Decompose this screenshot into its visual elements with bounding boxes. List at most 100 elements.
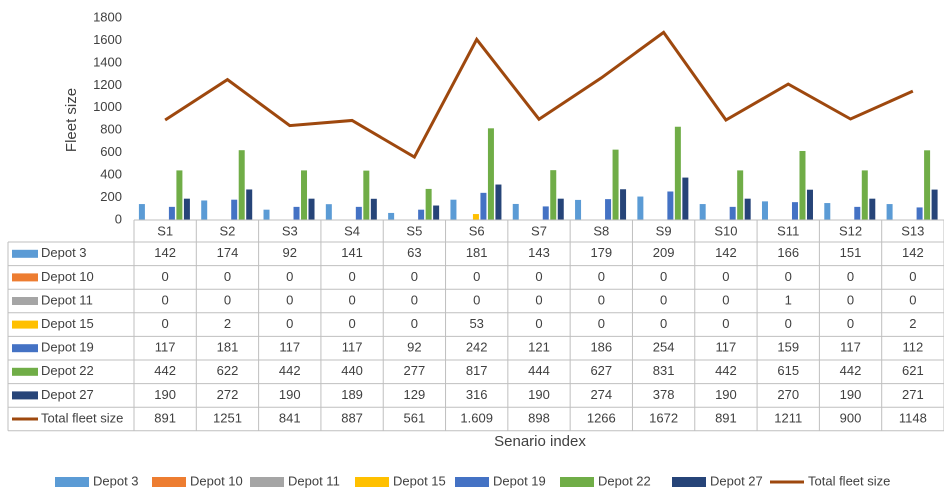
legend-key	[672, 477, 706, 487]
table-cell: 0	[348, 292, 355, 307]
legend-label: Depot 22	[598, 473, 651, 488]
table-cell: 442	[715, 363, 737, 378]
table-cell: 0	[660, 269, 667, 284]
bar	[293, 206, 300, 220]
x-tick-label: S12	[839, 223, 862, 238]
table-cell: 117	[155, 340, 176, 355]
table-cell: 817	[466, 363, 488, 378]
table-cell: 0	[722, 269, 729, 284]
table-cell: 0	[535, 316, 542, 331]
bar	[263, 209, 270, 220]
bar	[861, 170, 868, 220]
table-cell: 0	[660, 292, 667, 307]
bar	[682, 177, 689, 220]
table-cell: 0	[847, 292, 854, 307]
legend-label: Depot 15	[393, 473, 446, 488]
table-cell: 0	[785, 316, 792, 331]
table-cell: 0	[473, 292, 480, 307]
table-cell: 189	[341, 387, 363, 402]
bar	[472, 214, 479, 220]
y-tick-label: 0	[115, 211, 122, 226]
table-cell: 242	[466, 340, 488, 355]
bar	[487, 128, 494, 220]
table-cell: 0	[411, 292, 418, 307]
table-row-label: Depot 19	[41, 340, 94, 355]
table-cell: 0	[660, 316, 667, 331]
bar	[799, 150, 806, 220]
table-cell: 1211	[774, 410, 802, 425]
bar	[637, 196, 644, 220]
bar	[301, 170, 308, 220]
table-cell: 891	[154, 410, 176, 425]
table-row-label: Total fleet size	[41, 410, 123, 425]
y-axis-title: Fleet size	[63, 88, 80, 152]
bar	[605, 199, 612, 220]
table-cell: 898	[528, 410, 550, 425]
table-cell: 174	[217, 245, 239, 260]
bar	[425, 188, 432, 220]
table-cell: 142	[154, 245, 176, 260]
table-cell: 166	[777, 245, 799, 260]
legend-key	[250, 477, 284, 487]
bar	[433, 205, 440, 220]
table-cell: 442	[840, 363, 862, 378]
x-axis-title: Senario index	[494, 433, 586, 450]
table-row-label: Depot 27	[41, 387, 94, 402]
table-cell: 0	[909, 292, 916, 307]
bar	[363, 170, 370, 220]
table-cell: 186	[590, 340, 612, 355]
table-cell: 622	[217, 363, 239, 378]
bar	[886, 204, 893, 220]
bar	[620, 189, 627, 220]
table-cell: 0	[598, 269, 605, 284]
y-tick-label: 1800	[93, 9, 122, 24]
bar	[138, 204, 145, 220]
bar	[388, 212, 395, 220]
bar	[176, 170, 183, 220]
table-cell: 621	[902, 363, 924, 378]
bar	[824, 203, 831, 220]
y-tick-label: 1200	[93, 77, 122, 92]
table-legend-key	[12, 273, 38, 282]
table-cell: 0	[286, 292, 293, 307]
table-cell: 0	[162, 292, 169, 307]
bar	[201, 200, 208, 220]
table-cell: 0	[909, 269, 916, 284]
table-row-label: Depot 3	[41, 245, 87, 260]
table-legend-key	[12, 297, 38, 305]
table-cell: 0	[224, 292, 231, 307]
legend-key	[152, 477, 186, 487]
bar	[542, 206, 549, 220]
table-cell: 1	[785, 292, 792, 307]
bar	[854, 206, 861, 220]
table-cell: 190	[528, 387, 550, 402]
table-cell: 141	[341, 245, 363, 260]
x-tick-label: S9	[656, 223, 672, 238]
table-row-label: Depot 15	[41, 316, 94, 331]
bar	[924, 150, 931, 220]
y-tick-label: 400	[100, 167, 122, 182]
table-cell: 1251	[213, 410, 242, 425]
table-cell: 274	[590, 387, 612, 402]
table-cell: 179	[590, 245, 612, 260]
table-cell: 117	[342, 340, 363, 355]
table-cell: 0	[847, 269, 854, 284]
x-tick-label: S11	[777, 223, 799, 238]
y-tick-label: 1400	[93, 54, 122, 69]
table-cell: 0	[847, 316, 854, 331]
table-cell: 0	[598, 316, 605, 331]
bar	[480, 192, 487, 220]
bar	[550, 170, 557, 220]
table-cell: 1.609	[460, 410, 493, 425]
x-tick-label: S13	[901, 223, 924, 238]
bar	[418, 209, 425, 220]
bar	[183, 198, 190, 220]
table-cell: 442	[154, 363, 176, 378]
table-cell: 0	[286, 269, 293, 284]
table-cell: 1148	[899, 410, 927, 425]
x-tick-label: S8	[593, 223, 609, 238]
bar	[495, 184, 502, 220]
table-cell: 0	[535, 269, 542, 284]
legend-key	[455, 477, 489, 487]
table-cell: 92	[407, 340, 421, 355]
